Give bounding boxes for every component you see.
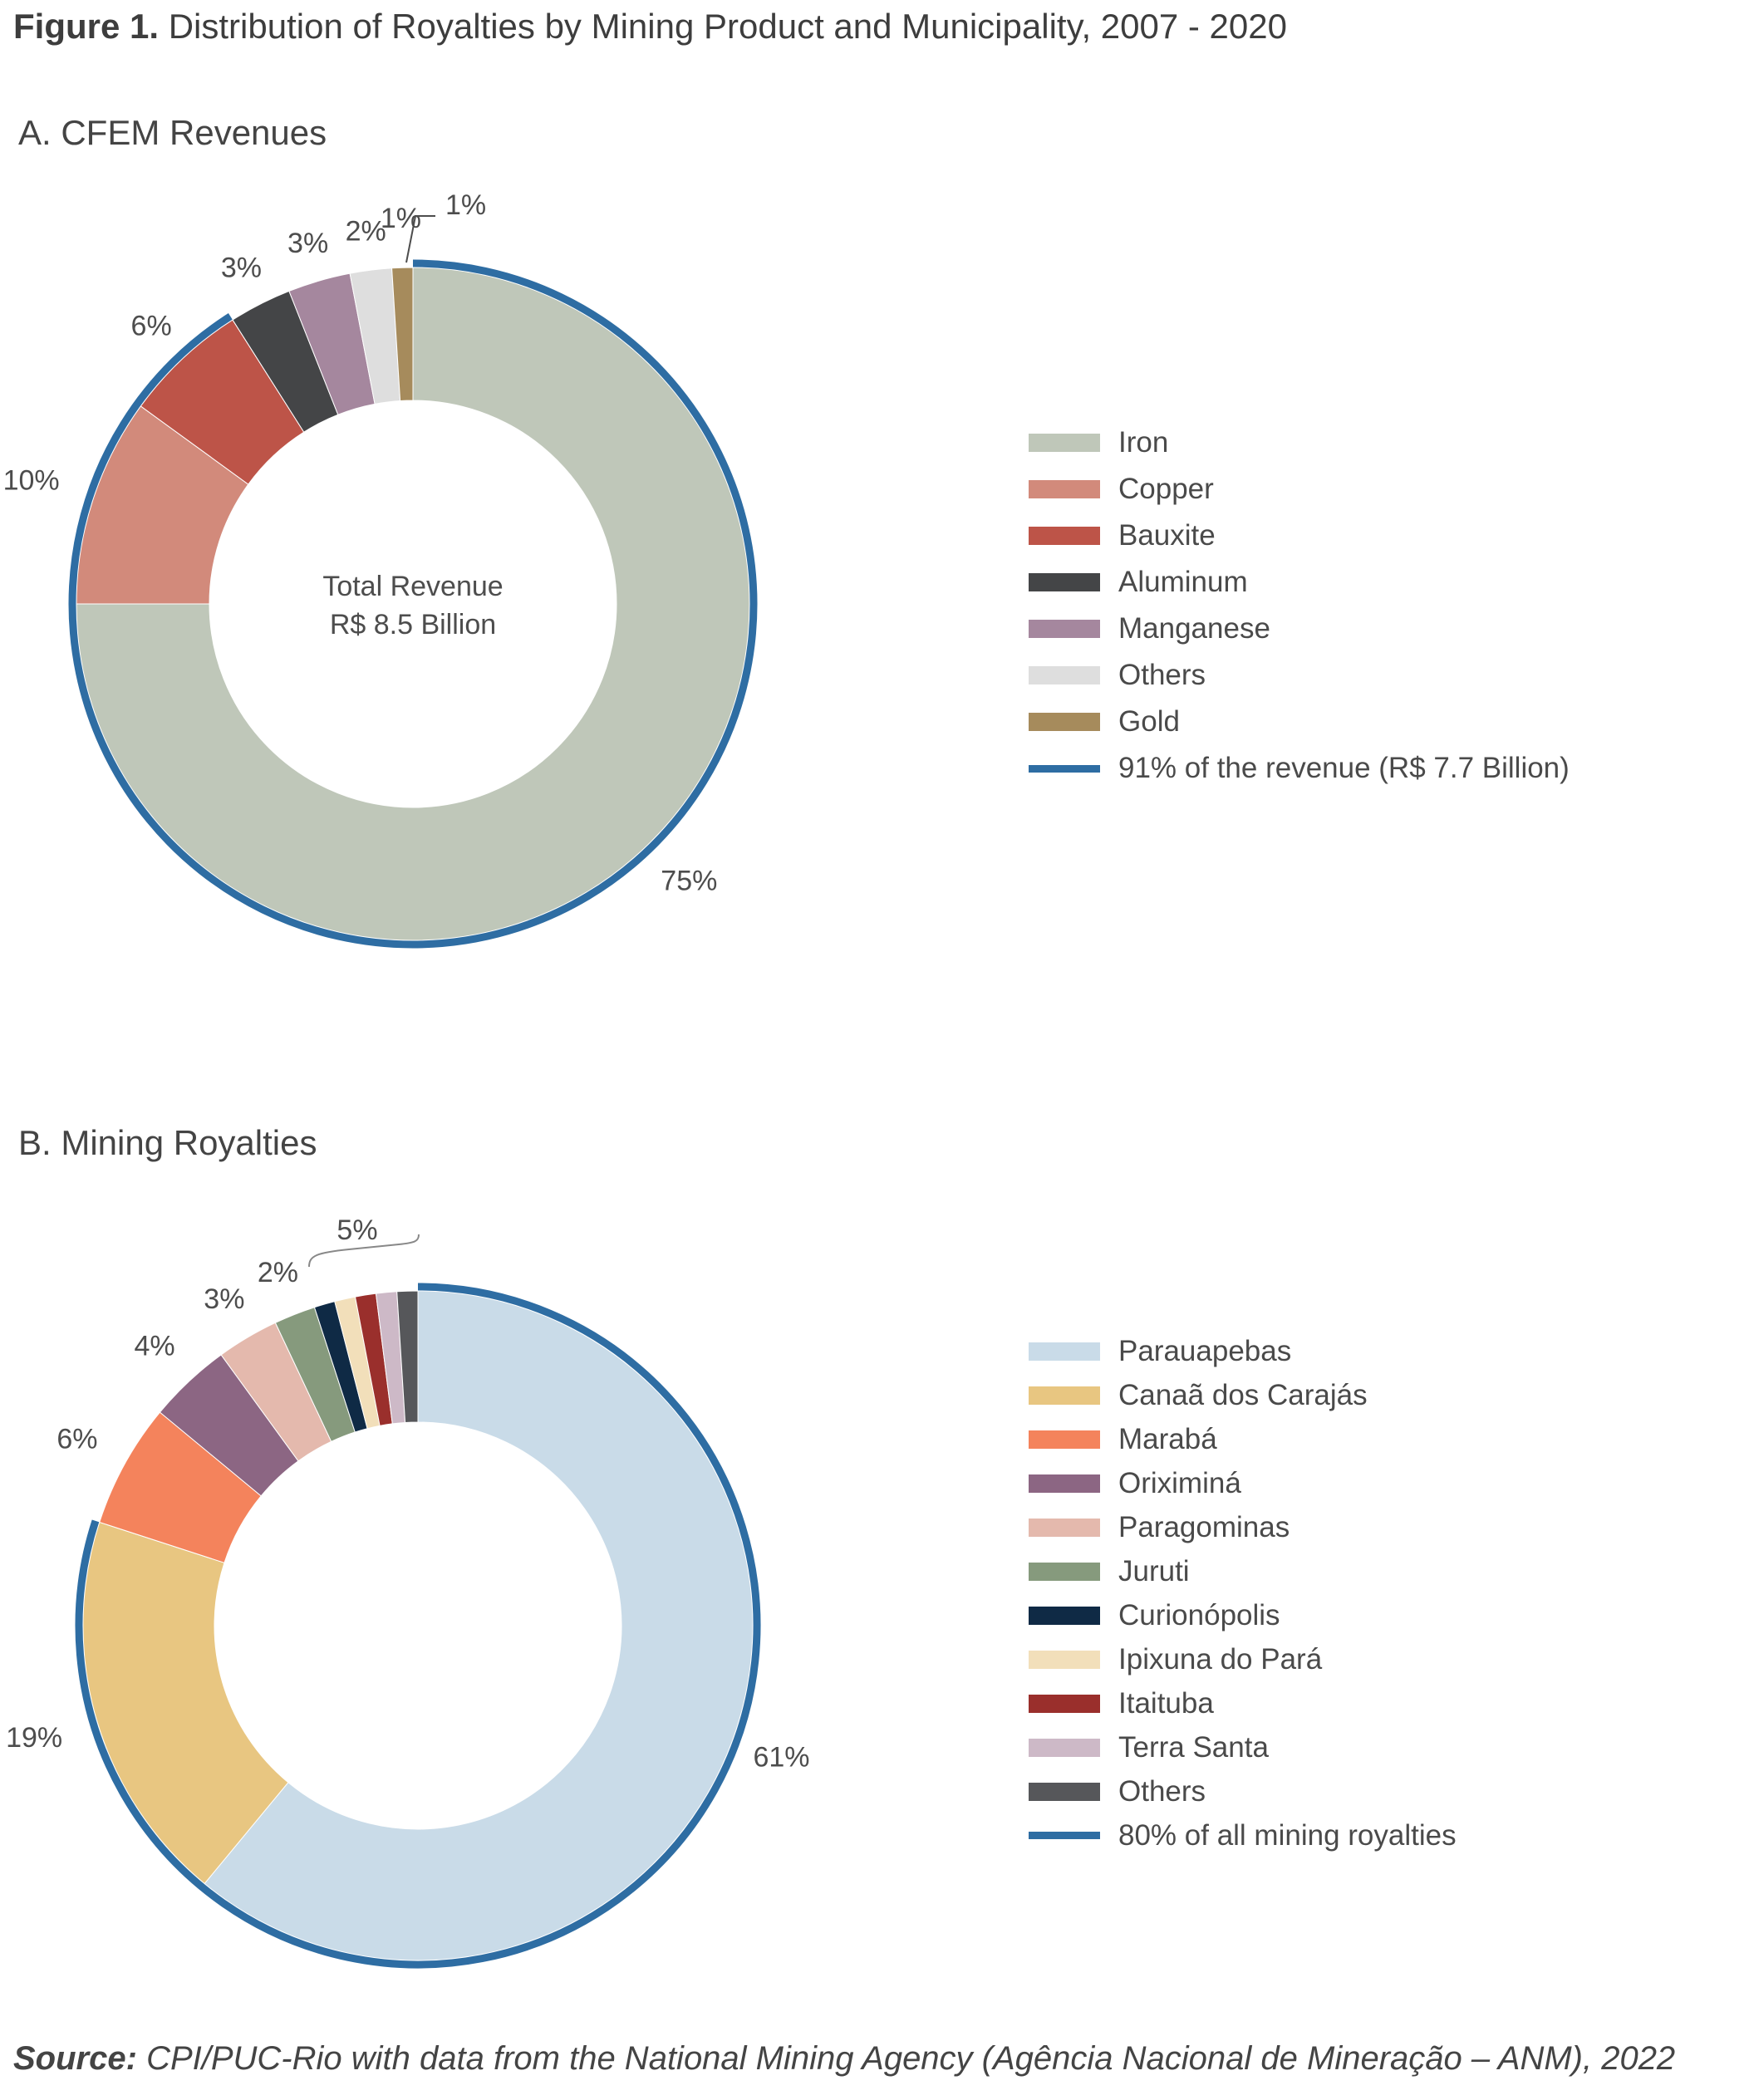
legend-label: 80% of all mining royalties xyxy=(1118,1818,1457,1852)
legend-swatch xyxy=(1029,1386,1100,1405)
legend-label: Copper xyxy=(1118,473,1214,505)
group-bracket xyxy=(308,1234,420,1268)
legend-label: Parauapebas xyxy=(1118,1334,1292,1367)
figure-title-text: Distribution of Royalties by Mining Prod… xyxy=(168,7,1287,46)
legend-label: Others xyxy=(1118,1774,1206,1808)
legend-label: Marabá xyxy=(1118,1422,1217,1455)
source-text: CPI/PUC-Rio with data from the National … xyxy=(146,2040,1676,2077)
legend-swatch xyxy=(1029,1694,1100,1713)
legend-item-aluminum: Aluminum xyxy=(1029,559,1570,606)
legend-label: Curionópolis xyxy=(1118,1598,1280,1631)
legend-swatch xyxy=(1029,1518,1100,1537)
legend-item-copper: Copper xyxy=(1029,466,1570,513)
leader-line-gold xyxy=(405,215,435,263)
legend-swatch xyxy=(1029,1474,1100,1493)
legend-swatch xyxy=(1029,1650,1100,1669)
legend-label: Aluminum xyxy=(1118,566,1248,598)
legend-label: Bauxite xyxy=(1118,519,1216,552)
legend-label: Gold xyxy=(1118,705,1180,738)
legend-swatch xyxy=(1029,713,1100,731)
legend-item-others: Others xyxy=(1029,652,1570,699)
slice-label-parauapebas: 61% xyxy=(753,1742,809,1774)
legend-swatch xyxy=(1029,480,1100,498)
legend-swatch xyxy=(1029,1562,1100,1581)
legend-swatch xyxy=(1029,1738,1100,1757)
chart-b-mining-royalties: 61% 19% 6% 4% 3% 2% 5% xyxy=(6,1214,810,1969)
legend-item-canaa-dos-carajas: Canaã dos Carajás xyxy=(1029,1373,1457,1417)
highlight-arc xyxy=(68,259,758,949)
slice-label-aluminum: 3% xyxy=(221,253,262,284)
legend-item-gold: Gold xyxy=(1029,699,1570,745)
slice-iron xyxy=(76,267,750,941)
legend-swatch xyxy=(1029,1782,1100,1801)
legend-label: Itaituba xyxy=(1118,1686,1214,1720)
legend-item-paragominas: Paragominas xyxy=(1029,1505,1457,1549)
legend-swatch xyxy=(1029,573,1100,591)
legend-item-ipixuna-do-para: Ipixuna do Pará xyxy=(1029,1637,1457,1681)
slice-label-gold: 1% xyxy=(445,189,486,221)
legend-item-highlight: 91% of the revenue (R$ 7.7 Billion) xyxy=(1029,745,1570,792)
legend-item-oriximina: Oriximiná xyxy=(1029,1461,1457,1505)
legend-item-juruti: Juruti xyxy=(1029,1549,1457,1593)
legend-item-bauxite: Bauxite xyxy=(1029,513,1570,559)
panel-b-title: B. Mining Royalties xyxy=(18,1123,317,1162)
legend-swatch xyxy=(1029,434,1100,452)
legend-a: Iron Copper Bauxite Aluminum Manganese Others… xyxy=(1029,420,1570,792)
group-label: 5% xyxy=(337,1214,377,1246)
legend-swatch xyxy=(1029,666,1100,684)
legend-swatch xyxy=(1029,527,1100,545)
panel-a-title: A. CFEM Revenues xyxy=(18,113,327,152)
legend-label: Paragominas xyxy=(1118,1510,1290,1543)
legend-item-manganese: Manganese xyxy=(1029,606,1570,652)
center-text-line-2: R$ 8.5 Billion xyxy=(330,609,496,640)
legend-label: Canaã dos Carajás xyxy=(1118,1378,1368,1411)
legend-item-others: Others xyxy=(1029,1769,1457,1813)
legend-swatch-line xyxy=(1029,1832,1100,1839)
legend-label: 91% of the revenue (R$ 7.7 Billion) xyxy=(1118,752,1570,784)
legend-label: Iron xyxy=(1118,426,1169,459)
slice-canaa-dos-carajas xyxy=(82,1521,289,1885)
slice-label-maraba: 6% xyxy=(56,1424,97,1455)
slice-label-oriximina: 4% xyxy=(134,1330,174,1362)
legend-label: Juruti xyxy=(1118,1554,1190,1587)
legend-swatch xyxy=(1029,1430,1100,1449)
legend-b: Parauapebas Canaã dos Carajás Marabá Orixim… xyxy=(1029,1329,1457,1857)
legend-item-itaituba: Itaituba xyxy=(1029,1681,1457,1725)
source-label: Source: xyxy=(13,2040,137,2077)
slice-label-manganese: 3% xyxy=(287,228,328,259)
source-note: Source: CPI/PUC-Rio with data from the N… xyxy=(13,2040,1675,2078)
legend-item-curionopolis: Curionópolis xyxy=(1029,1593,1457,1637)
legend-swatch-line xyxy=(1029,764,1100,773)
slice-label-juruti: 2% xyxy=(258,1257,298,1288)
slice-others xyxy=(396,1290,419,1424)
slice-label-canaa-dos-carajas: 19% xyxy=(6,1722,62,1754)
legend-item-terra-santa: Terra Santa xyxy=(1029,1725,1457,1769)
highlight-arc xyxy=(75,1283,761,1969)
slice-label-iron: 75% xyxy=(661,865,717,896)
figure-title: Figure 1. Distribution of Royalties by M… xyxy=(13,7,1287,47)
legend-item-iron: Iron xyxy=(1029,420,1570,466)
legend-label: Oriximiná xyxy=(1118,1466,1241,1499)
slice-label-others: 2% xyxy=(346,216,386,248)
slice-label-bauxite: 6% xyxy=(131,311,172,342)
legend-label: Manganese xyxy=(1118,612,1270,645)
legend-label: Terra Santa xyxy=(1118,1730,1269,1764)
legend-label: Ipixuna do Pará xyxy=(1118,1642,1323,1676)
legend-swatch xyxy=(1029,1606,1100,1625)
slice-parauapebas xyxy=(204,1290,754,1961)
legend-label: Others xyxy=(1118,659,1206,691)
figure-label: Figure 1. xyxy=(13,7,160,46)
legend-swatch xyxy=(1029,620,1100,638)
center-text-line-1: Total Revenue xyxy=(322,571,503,602)
legend-swatch xyxy=(1029,1342,1100,1361)
slice-label-copper: 10% xyxy=(3,465,60,497)
legend-item-parauapebas: Parauapebas xyxy=(1029,1329,1457,1373)
legend-item-highlight: 80% of all mining royalties xyxy=(1029,1813,1457,1857)
slice-gold xyxy=(391,267,414,402)
slice-label-paragominas: 3% xyxy=(204,1283,244,1315)
legend-item-maraba: Marabá xyxy=(1029,1417,1457,1461)
